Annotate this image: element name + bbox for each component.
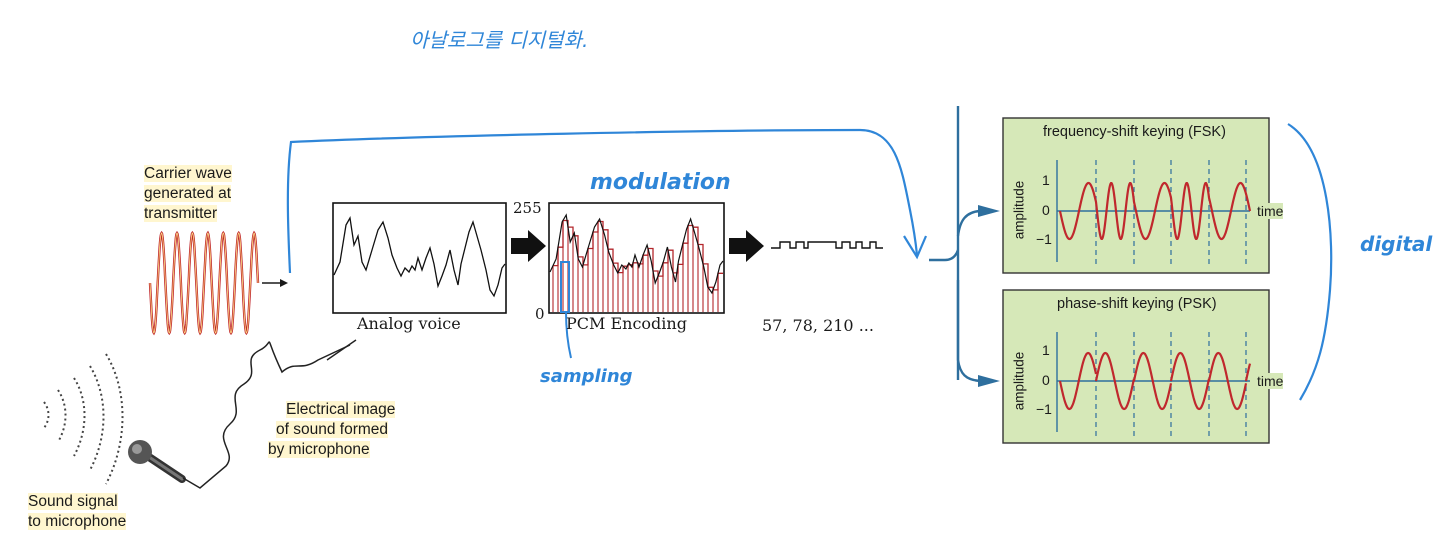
pcm-waveform: [549, 213, 724, 295]
branch-arrowhead-psk: [978, 375, 1000, 387]
psk-xlabel: time: [1255, 373, 1284, 389]
fsk-xlabel: time: [1255, 203, 1284, 219]
carrier-wave: [148, 230, 260, 336]
handwritten-top-note: 아날로그를 디지털화.: [410, 28, 589, 52]
handwritten-sampling: sampling: [540, 366, 633, 387]
modulation-path-arrow: [286, 128, 919, 274]
microphone-icon: [128, 440, 186, 483]
branch-connector: [929, 106, 981, 383]
pcm-encoding-caption: PCM Encoding: [566, 314, 687, 333]
sampling-pointer: [565, 311, 572, 359]
carrier-label-line-2: generated at: [144, 185, 232, 202]
block-arrow-2: [729, 230, 764, 262]
electrical-label-line-3: by microphone: [268, 441, 370, 458]
pcm-values-text: 57, 78, 210 ...: [762, 316, 874, 335]
analog-pointer-line: [326, 339, 357, 361]
microphone-cable: [182, 341, 351, 489]
digital-pulse-train: [771, 241, 883, 249]
carrier-arrow: [262, 279, 288, 287]
handwritten-modulation: modulation: [590, 170, 731, 195]
fsk-tick-0: 0: [1042, 202, 1050, 218]
electrical-label-line-1: Electrical image: [286, 401, 396, 418]
fsk-title: frequency-shift keying (FSK): [1043, 124, 1226, 140]
psk-tick-neg1: −1: [1036, 401, 1052, 417]
analog-voice-waveform: [333, 216, 506, 298]
fsk-ylabel: amplitude: [1011, 180, 1027, 240]
electrical-image-label: Electrical image of sound formed by micr…: [268, 400, 396, 460]
carrier-label-line-1: Carrier wave: [144, 165, 232, 182]
sound-label-line-2: to microphone: [28, 513, 127, 530]
psk-panel: [1002, 289, 1270, 444]
psk-title: phase-shift keying (PSK): [1057, 296, 1217, 312]
analog-voice-caption: Analog voice: [357, 314, 461, 333]
pcm-ymax-label: 255: [513, 199, 542, 217]
sound-signal-label: Sound signal to microphone: [28, 492, 127, 532]
electrical-label-line-2: of sound formed: [276, 421, 389, 438]
carrier-label-line-3: transmitter: [144, 205, 218, 222]
fsk-tick-1: 1: [1042, 172, 1050, 188]
psk-tick-0: 0: [1042, 372, 1050, 388]
pcm-ymin-label: 0: [535, 305, 545, 323]
sound-waves: [43, 353, 124, 485]
digital-bracket: [1287, 123, 1333, 401]
psk-ylabel: amplitude: [1011, 351, 1027, 411]
branch-arrowhead-fsk: [978, 205, 1000, 217]
block-arrow-1: [511, 230, 546, 262]
carrier-wave-label: Carrier wave generated at transmitter: [144, 164, 232, 224]
handwritten-digital: digital: [1360, 232, 1433, 256]
analog-voice-box: [332, 202, 507, 314]
modulation-arrowhead: [903, 235, 928, 260]
psk-tick-1: 1: [1042, 342, 1050, 358]
sound-label-line-1: Sound signal: [28, 493, 118, 510]
fsk-tick-neg1: −1: [1036, 231, 1052, 247]
fsk-panel: [1002, 117, 1270, 274]
